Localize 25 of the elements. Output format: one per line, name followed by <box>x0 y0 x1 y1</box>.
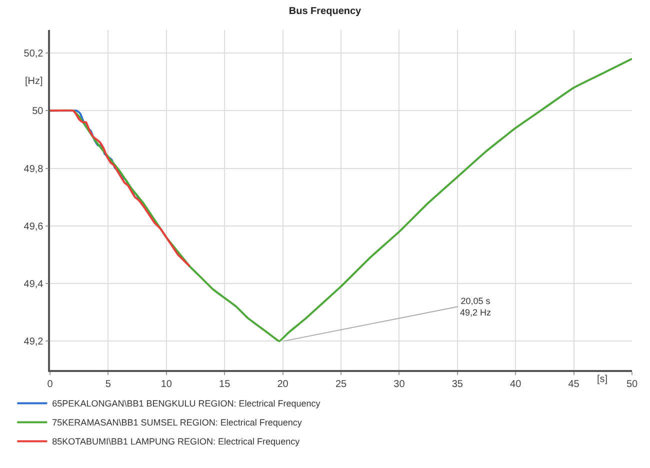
x-tick-label: 30 <box>394 378 406 390</box>
y-tick-label: 49,2 <box>24 336 44 348</box>
y-axis-title: [Hz] <box>25 76 43 87</box>
x-tick-label: 40 <box>510 378 522 390</box>
legend-label: 75KERAMASAN\BB1 SUMSEL REGION: Electrical Frequency <box>52 418 302 428</box>
chart-title: Bus Frequency <box>288 6 362 18</box>
legend-label: 65PEKALONGAN\BB1 BENGKULU REGION: Electrical Frequency <box>52 398 321 409</box>
x-axis-title: [s] <box>597 374 608 385</box>
x-tick-label: 0 <box>47 378 54 390</box>
x-tick-label: 50 <box>626 378 638 390</box>
y-tick-label: 49,6 <box>24 221 44 232</box>
y-tick-label: 49,4 <box>24 279 44 290</box>
x-tick-label: 20 <box>277 378 289 390</box>
x-tick-label: 25 <box>335 378 347 390</box>
x-tick-label: 45 <box>568 378 580 390</box>
y-tick-label: 49,8 <box>24 164 44 175</box>
annotation: 20,05 s 49,2 Hz <box>460 296 492 318</box>
y-tick-label: 50 <box>32 106 44 118</box>
x-tick-label: 10 <box>160 378 172 390</box>
x-tick-label: 15 <box>219 378 231 390</box>
x-tick-label: 35 <box>452 378 464 390</box>
y-tick-label: 50,2 <box>24 48 44 60</box>
legend-label: 85KOTABUMI\BB1 LAMPUNG REGION: Electrical Frequency <box>52 436 300 447</box>
x-tick-label: 5 <box>105 378 112 390</box>
line-series <box>50 109 191 268</box>
